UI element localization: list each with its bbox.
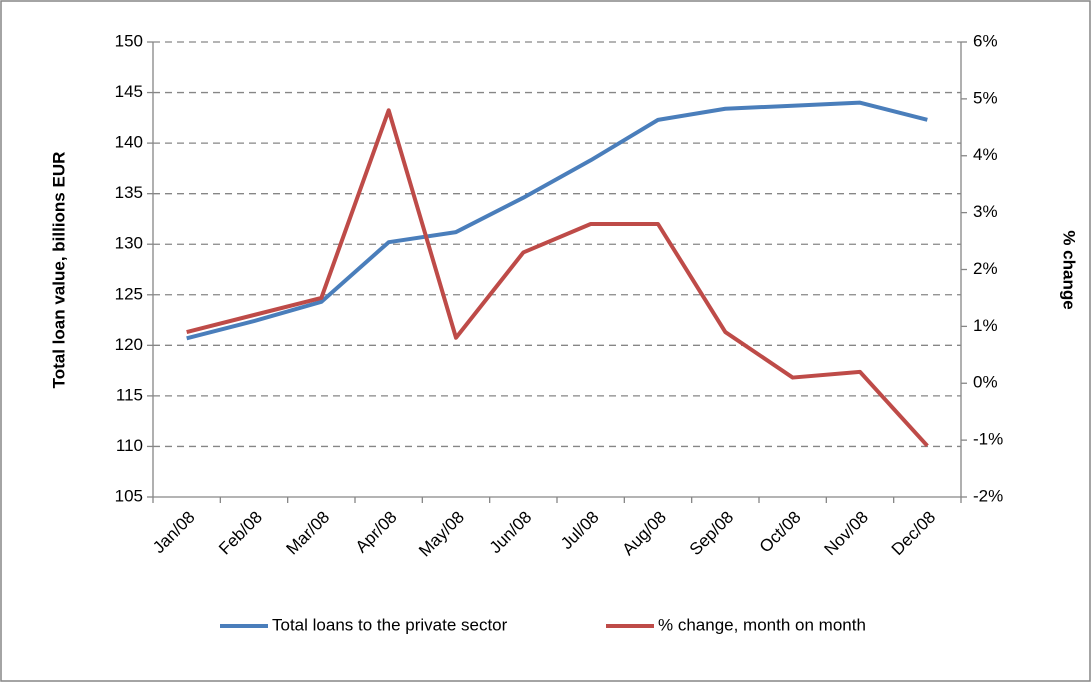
legend-label: Total loans to the private sector: [272, 615, 508, 634]
y-tick-label: 105: [115, 486, 143, 505]
y-tick-label: 130: [115, 234, 143, 253]
y-tick-label: 120: [115, 335, 143, 354]
series-line: [186, 100, 928, 341]
y-tick-label: 135: [115, 183, 143, 202]
y-tick-label: 125: [115, 284, 143, 303]
y2-tick-label: 3%: [973, 202, 998, 221]
y-tick-label: 110: [116, 436, 143, 455]
y2-tick-label: 2%: [973, 259, 998, 278]
y2-tick-label: 1%: [973, 316, 998, 335]
y2-tick-label: 6%: [973, 31, 998, 50]
series-line: [186, 108, 929, 448]
y2-tick-label: -2%: [973, 486, 1003, 505]
legend-label: % change, month on month: [658, 615, 866, 634]
y-axis-label: Total loan value, billions EUR: [49, 152, 68, 389]
y2-tick-label: 4%: [973, 145, 998, 164]
y-tick-label: 150: [115, 31, 143, 50]
y-tick-label: 145: [115, 82, 143, 101]
y2-tick-label: -1%: [973, 430, 1003, 449]
y2-tick-label: 0%: [973, 373, 998, 392]
y-tick-label: 115: [116, 385, 143, 404]
y2-axis-label: % change: [1060, 230, 1079, 309]
y-tick-label: 140: [115, 133, 143, 152]
y2-tick-label: 5%: [973, 88, 998, 107]
